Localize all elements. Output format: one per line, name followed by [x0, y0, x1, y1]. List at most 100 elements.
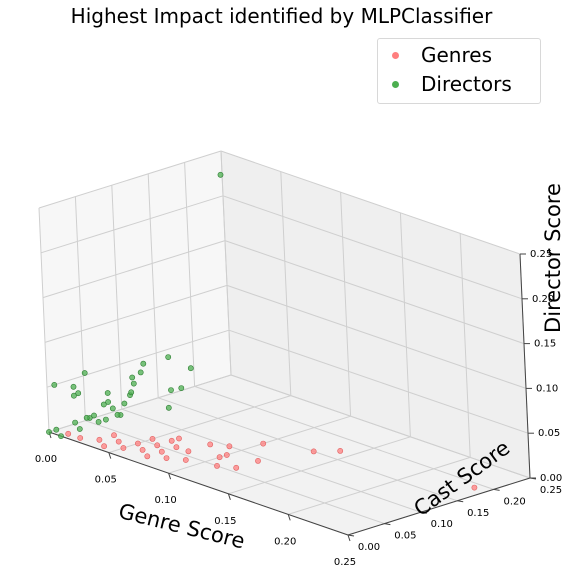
- grid-back-x: [399, 212, 411, 437]
- z-tick-label: 0.20: [532, 294, 554, 305]
- data-point-directors: [114, 411, 121, 418]
- grid-back-x: [340, 192, 352, 417]
- z-axis-line: [519, 253, 531, 479]
- grid-left-z: [40, 195, 224, 254]
- data-point-genres: [223, 452, 230, 458]
- data-point-directors: [100, 401, 107, 408]
- grid-floor-x: [168, 415, 351, 474]
- x-tick-mark: [168, 473, 172, 480]
- grid-back-z: [222, 195, 523, 300]
- data-point-genres: [134, 440, 141, 447]
- data-point-directors: [105, 399, 111, 405]
- grid-floor-x: [288, 456, 471, 515]
- data-point-directors: [178, 385, 185, 391]
- y-tick-label: 0.05: [394, 531, 416, 542]
- grid-floor-y: [85, 420, 385, 525]
- y-tick-mark: [457, 500, 464, 503]
- y-axis-line: [347, 477, 531, 536]
- data-point-genres: [96, 436, 103, 443]
- z-tick-label: 0.00: [540, 473, 562, 484]
- data-point-directors: [140, 360, 147, 367]
- data-point-directors: [72, 419, 78, 426]
- z-axis-label: Director Score: [541, 183, 563, 333]
- grid-floor-y: [194, 385, 494, 490]
- data-point-genres: [163, 455, 170, 461]
- legend-item-directors: Directors: [392, 70, 512, 98]
- data-point-genres: [158, 448, 165, 455]
- data-point-genres: [176, 435, 182, 442]
- x-axis-line: [48, 431, 349, 536]
- data-point-genres: [139, 446, 146, 453]
- data-point-directors: [46, 429, 52, 435]
- data-point-directors: [130, 380, 137, 387]
- data-point-directors: [103, 416, 109, 423]
- z-tick-label: 0.05: [538, 428, 560, 439]
- grid-left-y: [184, 162, 196, 387]
- x-tick-label: 0.15: [214, 516, 236, 527]
- x-tick-label: 0.05: [95, 475, 117, 486]
- grid-back-z: [228, 329, 529, 434]
- data-point-genres: [115, 438, 122, 445]
- grid-left-y: [220, 150, 232, 376]
- grid-left-y: [147, 173, 159, 398]
- data-point-directors: [95, 418, 102, 425]
- x-tick-mark: [347, 534, 351, 542]
- grid-back-z: [224, 240, 525, 345]
- data-point-genres: [182, 457, 189, 463]
- data-point-directors: [51, 381, 58, 388]
- data-point-directors: [128, 389, 135, 396]
- data-point-genres: [226, 443, 233, 450]
- y-tick-mark: [420, 511, 427, 514]
- data-point-directors: [53, 426, 60, 433]
- left-wall-pane: [39, 151, 231, 432]
- grid-floor-y: [121, 408, 421, 513]
- grid-left-z: [38, 150, 222, 209]
- data-point-directors: [81, 370, 88, 376]
- x-tick-label: 0.10: [154, 495, 176, 506]
- y-tick-label: 0.20: [503, 496, 525, 507]
- data-point-directors: [58, 433, 64, 439]
- legend-label-genres: Genres: [421, 43, 492, 67]
- data-point-genres: [65, 430, 72, 437]
- data-point-directors: [217, 171, 224, 178]
- data-point-genres: [255, 457, 261, 464]
- data-point-directors: [137, 369, 144, 376]
- y-tick-label: 0.10: [431, 519, 453, 530]
- data-point-directors: [76, 426, 83, 432]
- back-wall-pane: [221, 151, 530, 478]
- x-tick-label: 0.20: [274, 536, 296, 547]
- chart-title: Highest Impact identified by MLPClassifi…: [70, 4, 493, 28]
- z-tick-label: 0.15: [534, 339, 556, 350]
- z-tick-label: 0.10: [536, 383, 558, 394]
- data-point-directors: [165, 404, 172, 411]
- x-tick-mark: [287, 514, 291, 521]
- data-point-genres: [185, 448, 192, 455]
- data-point-directors: [129, 374, 136, 381]
- x-axis-label: Genre Score: [116, 499, 247, 554]
- data-point-directors: [71, 392, 77, 399]
- grid-floor-y: [230, 374, 531, 479]
- data-point-genres: [310, 448, 317, 455]
- data-point-genres: [111, 432, 117, 439]
- z-tick-label: 0.25: [530, 249, 552, 260]
- data-point-directors: [168, 387, 174, 393]
- data-point-genres: [173, 444, 180, 451]
- x-tick-label: 0.00: [35, 454, 57, 465]
- grid-back-x: [280, 171, 292, 396]
- data-point-directors: [165, 354, 172, 360]
- grid-left-z: [44, 284, 228, 343]
- grid-back-x: [459, 233, 471, 458]
- grid-back-z: [226, 284, 527, 389]
- data-point-genres: [120, 445, 127, 451]
- data-point-genres: [214, 462, 220, 469]
- data-point-genres: [207, 441, 214, 448]
- data-point-genres: [149, 435, 156, 442]
- data-point-genres: [154, 442, 161, 449]
- x-tick-label: 0.25: [334, 557, 356, 568]
- data-point-directors: [91, 412, 97, 419]
- y-tick-label: 0.00: [358, 542, 380, 553]
- data-point-directors: [70, 383, 77, 390]
- y-tick-mark: [493, 488, 500, 491]
- grid-floor-x: [228, 436, 411, 495]
